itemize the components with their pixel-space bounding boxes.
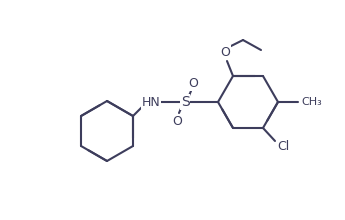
Text: O: O xyxy=(172,114,182,128)
Text: O: O xyxy=(220,46,230,59)
Text: S: S xyxy=(181,95,189,109)
Text: HN: HN xyxy=(142,95,160,108)
Text: Cl: Cl xyxy=(277,141,289,154)
Text: CH₃: CH₃ xyxy=(301,97,322,107)
Text: O: O xyxy=(188,77,198,90)
